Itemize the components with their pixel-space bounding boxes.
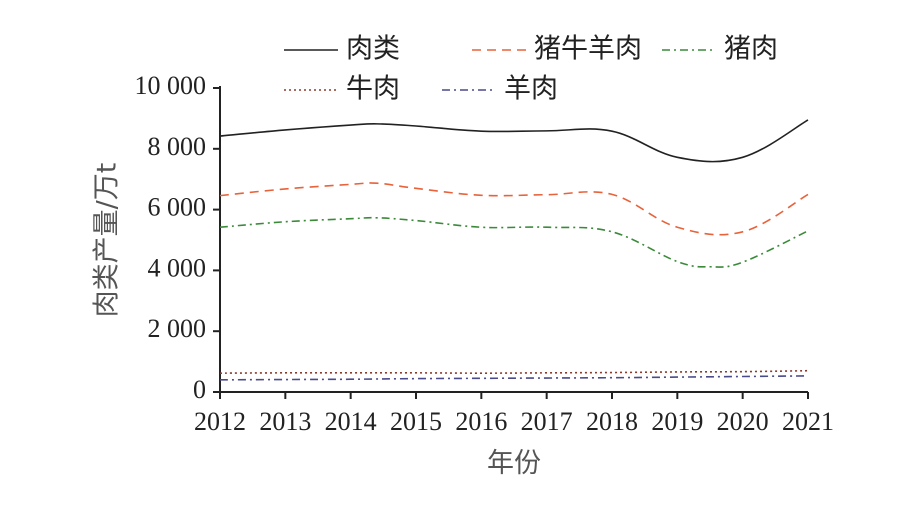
y-tick-label: 4 000 bbox=[148, 253, 207, 282]
series-line-4 bbox=[219, 369, 809, 374]
x-tick-label: 2017 bbox=[521, 407, 573, 436]
x-tick-label: 2013 bbox=[259, 407, 311, 436]
series-line-5 bbox=[219, 375, 809, 381]
x-tick-label: 2016 bbox=[455, 407, 507, 436]
series-line-3 bbox=[219, 216, 809, 268]
x-axis-title: 年份 bbox=[487, 448, 541, 479]
legend-label-5: 羊肉 bbox=[504, 74, 558, 105]
y-tick-label: 0 bbox=[193, 375, 206, 404]
y-tick-label: 8 000 bbox=[148, 132, 207, 161]
x-tick-label: 2020 bbox=[717, 407, 769, 436]
y-axis-title: 肉类产量/万t bbox=[92, 163, 123, 318]
legend-label-2: 猪牛羊肉 bbox=[534, 34, 642, 65]
x-tick-label: 2021 bbox=[782, 407, 834, 436]
legend-label-3: 猪肉 bbox=[724, 34, 778, 65]
x-tick-label: 2014 bbox=[325, 407, 377, 436]
series-layer bbox=[219, 119, 809, 381]
legend-label-1: 肉类 bbox=[346, 34, 400, 65]
x-tick-label: 2018 bbox=[586, 407, 638, 436]
y-tick-label: 6 000 bbox=[148, 193, 207, 222]
series-line-1 bbox=[219, 119, 809, 163]
x-tick-label: 2015 bbox=[390, 407, 442, 436]
y-tick-label: 2 000 bbox=[148, 314, 207, 343]
x-tick-label: 2012 bbox=[194, 407, 246, 436]
y-tick-label: 10 000 bbox=[135, 71, 207, 100]
axes: 0 2 000 4 000 6 000 8 000 10 000 2012 2013 2014 2… bbox=[135, 71, 835, 436]
series-line-2 bbox=[219, 182, 809, 236]
x-tick-label: 2019 bbox=[651, 407, 703, 436]
legend-label-4: 牛肉 bbox=[346, 74, 400, 105]
